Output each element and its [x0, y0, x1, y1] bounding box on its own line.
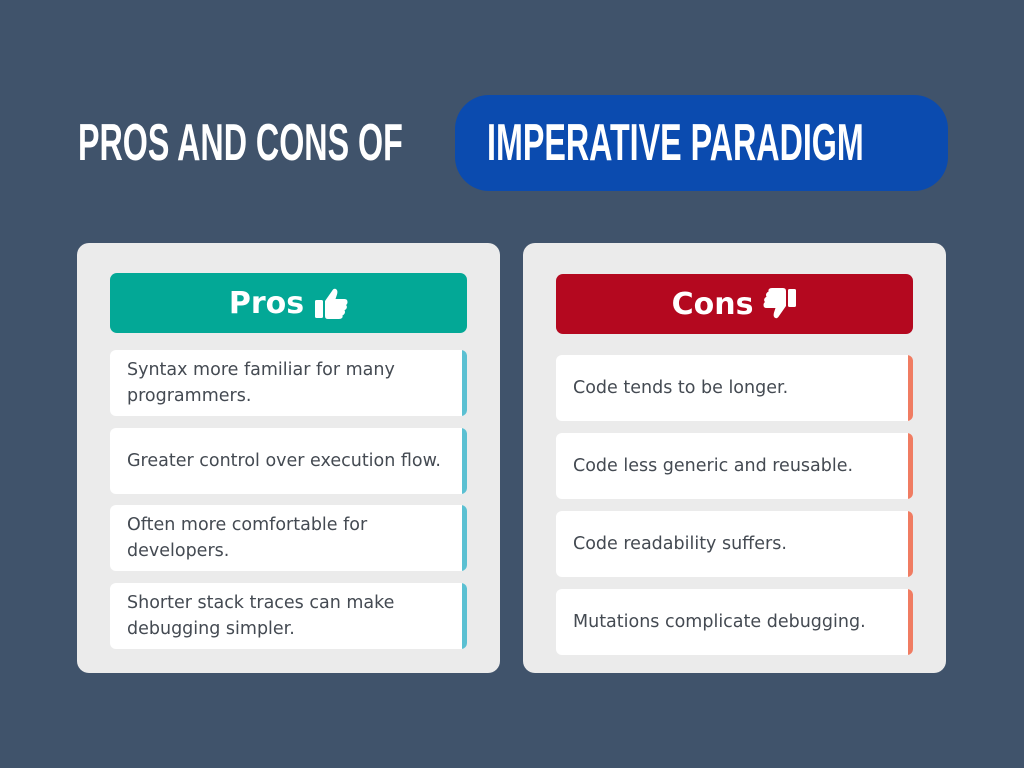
pros-item-text: Greater control over execution flow.	[127, 451, 441, 471]
pros-item: Syntax more familiar for many programmer…	[110, 350, 467, 416]
pros-item: Greater control over execution flow.	[110, 428, 467, 494]
pros-item: Shorter stack traces can make debugging …	[110, 583, 467, 649]
cons-item-text: Code readability suffers.	[573, 534, 787, 554]
cons-item: Code less generic and reusable.	[556, 433, 913, 499]
title-prefix: PROS AND CONS OF	[78, 114, 403, 172]
cons-header-label: Cons	[671, 286, 754, 322]
cons-item-text: Code tends to be longer.	[573, 378, 789, 398]
title-highlight: IMPERATIVE PARADIGM	[487, 114, 864, 172]
pros-item-accent	[462, 505, 467, 571]
pros-item-accent	[462, 350, 467, 416]
pros-item-accent	[462, 583, 467, 649]
cons-item-accent	[908, 589, 913, 655]
thumbs-up-icon	[314, 287, 348, 319]
cons-item-accent	[908, 355, 913, 421]
cons-item: Mutations complicate debugging.	[556, 589, 913, 655]
cons-item: Code readability suffers.	[556, 511, 913, 577]
cons-item: Code tends to be longer.	[556, 355, 913, 421]
pros-header: Pros	[110, 273, 467, 333]
pros-item-text: Shorter stack traces can make debugging …	[127, 593, 395, 639]
pros-item-text: Syntax more familiar for many programmer…	[127, 360, 395, 406]
cons-header: Cons	[556, 274, 913, 334]
cons-item-accent	[908, 433, 913, 499]
pros-item-accent	[462, 428, 467, 494]
pros-item-text: Often more comfortable for developers.	[127, 515, 368, 561]
pros-item: Often more comfortable for developers.	[110, 505, 467, 571]
cons-panel: Cons Code tends to be longer. Code less …	[523, 243, 946, 673]
cons-item-text: Code less generic and reusable.	[573, 456, 854, 476]
pros-panel: Pros Syntax more familiar for many progr…	[77, 243, 500, 673]
cons-item-text: Mutations complicate debugging.	[573, 612, 866, 632]
cons-item-accent	[908, 511, 913, 577]
title-highlight-pill: IMPERATIVE PARADIGM	[455, 95, 948, 191]
thumbs-down-icon	[763, 288, 797, 320]
pros-header-label: Pros	[228, 285, 305, 321]
